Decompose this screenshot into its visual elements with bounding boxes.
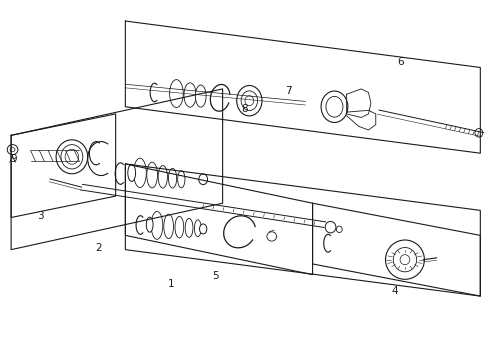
- Ellipse shape: [183, 83, 196, 107]
- Text: 1: 1: [168, 279, 175, 289]
- Text: 3: 3: [37, 211, 43, 221]
- Text: 7: 7: [285, 86, 291, 96]
- Ellipse shape: [241, 91, 257, 111]
- Ellipse shape: [185, 219, 193, 237]
- Ellipse shape: [236, 86, 262, 116]
- Ellipse shape: [266, 232, 276, 241]
- Ellipse shape: [169, 80, 183, 108]
- Ellipse shape: [146, 162, 157, 188]
- Ellipse shape: [56, 140, 87, 174]
- Ellipse shape: [151, 211, 163, 239]
- Text: 2: 2: [95, 243, 102, 253]
- Ellipse shape: [127, 164, 135, 181]
- Ellipse shape: [7, 145, 18, 155]
- Ellipse shape: [61, 145, 82, 169]
- Text: 4: 4: [391, 286, 398, 296]
- Ellipse shape: [336, 226, 342, 233]
- Ellipse shape: [175, 216, 183, 238]
- Ellipse shape: [199, 174, 207, 185]
- Ellipse shape: [146, 217, 153, 232]
- Ellipse shape: [321, 91, 347, 122]
- Ellipse shape: [133, 158, 146, 188]
- Ellipse shape: [168, 168, 176, 188]
- Text: 5: 5: [212, 271, 218, 282]
- Ellipse shape: [474, 129, 482, 137]
- Text: 8: 8: [241, 104, 247, 113]
- Ellipse shape: [163, 214, 173, 239]
- Text: 6: 6: [396, 57, 403, 67]
- Ellipse shape: [194, 220, 201, 237]
- Ellipse shape: [177, 171, 184, 188]
- Ellipse shape: [199, 224, 206, 234]
- Ellipse shape: [385, 240, 424, 279]
- Ellipse shape: [325, 221, 335, 233]
- Ellipse shape: [325, 96, 342, 117]
- Text: 9: 9: [10, 154, 17, 163]
- Ellipse shape: [158, 166, 167, 188]
- Ellipse shape: [195, 85, 205, 107]
